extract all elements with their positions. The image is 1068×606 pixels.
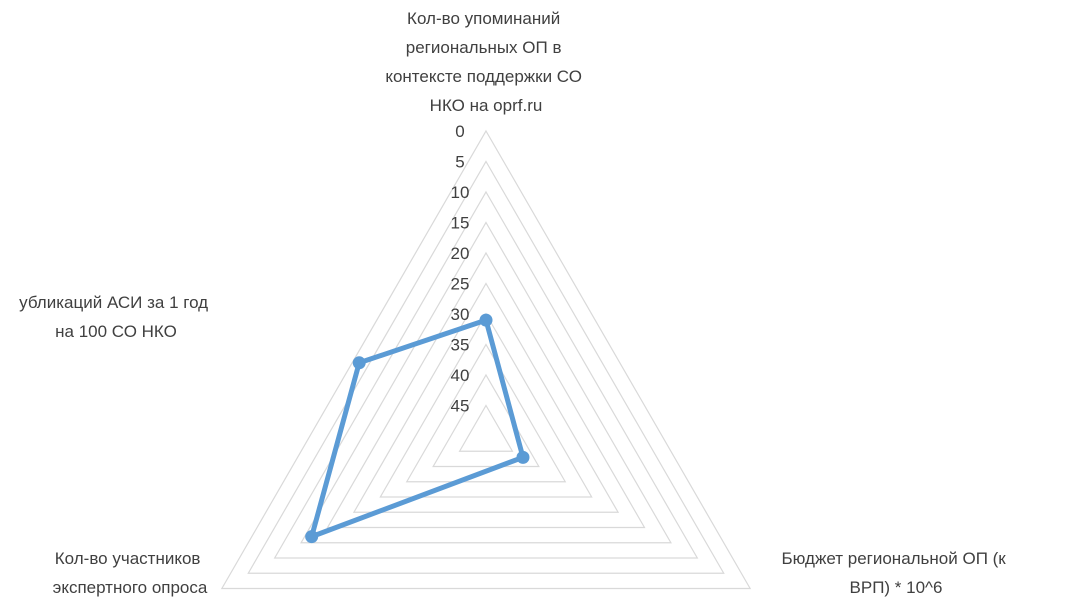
grid-ring-35 <box>405 343 567 483</box>
axis-label-line: Бюджет региональной ОП (к <box>782 549 1007 568</box>
axis-label-survey-participants: Кол-во участников экспертного опроса <box>53 549 208 597</box>
series-point-0-3 <box>352 356 366 370</box>
tick-label-5: 5 <box>455 153 464 172</box>
grid-ring-0 <box>220 129 752 590</box>
grid-ring-5 <box>247 160 725 574</box>
axis-label-oprf-mentions: Кол-во упоминаний региональных ОП в конт… <box>385 9 586 115</box>
grid-ring-45 <box>458 404 514 452</box>
series-point-0-1 <box>516 450 530 464</box>
radial-tick-labels: 0 5 10 15 20 25 30 35 40 45 <box>451 122 470 416</box>
axis-label-line: Кол-во участников <box>55 549 201 568</box>
axis-label-line: на 100 СО НКО <box>55 322 177 341</box>
grid-ring-25 <box>352 282 620 513</box>
tick-label-30: 30 <box>451 305 470 324</box>
tick-label-45: 45 <box>451 397 470 416</box>
grid-ring-15 <box>300 221 672 544</box>
radar-series <box>305 313 530 544</box>
tick-label-25: 25 <box>451 275 470 294</box>
axis-label-line: контексте поддержки СО <box>385 67 582 86</box>
tick-label-35: 35 <box>451 336 470 355</box>
tick-label-20: 20 <box>451 244 470 263</box>
axis-label-asi-publications: убликаций АСИ за 1 год на 100 СО НКО <box>19 293 213 341</box>
axis-label-line: убликаций АСИ за 1 год <box>19 293 208 312</box>
series-point-0-2 <box>305 530 319 544</box>
axis-label-line: НКО на oprf.ru <box>430 96 543 115</box>
axis-label-line: региональных ОП в <box>406 38 562 57</box>
axis-label-line: Кол-во упоминаний <box>407 9 560 28</box>
tick-label-40: 40 <box>451 366 470 385</box>
tick-label-15: 15 <box>451 214 470 233</box>
radar-grid <box>220 129 752 590</box>
axis-labels: Кол-во упоминаний региональных ОП в конт… <box>19 9 1011 597</box>
tick-label-10: 10 <box>451 183 470 202</box>
axis-label-budget: Бюджет региональной ОП (к ВРП) * 10^6 <box>782 549 1011 597</box>
series-point-0-0 <box>479 313 493 327</box>
axis-label-line: ВРП) * 10^6 <box>850 578 943 597</box>
axis-label-line: экспертного опроса <box>53 578 208 597</box>
grid-ring-30 <box>379 312 593 498</box>
tick-label-0: 0 <box>455 122 464 141</box>
grid-ring-10 <box>273 190 699 559</box>
grid-ring-20 <box>326 251 646 529</box>
